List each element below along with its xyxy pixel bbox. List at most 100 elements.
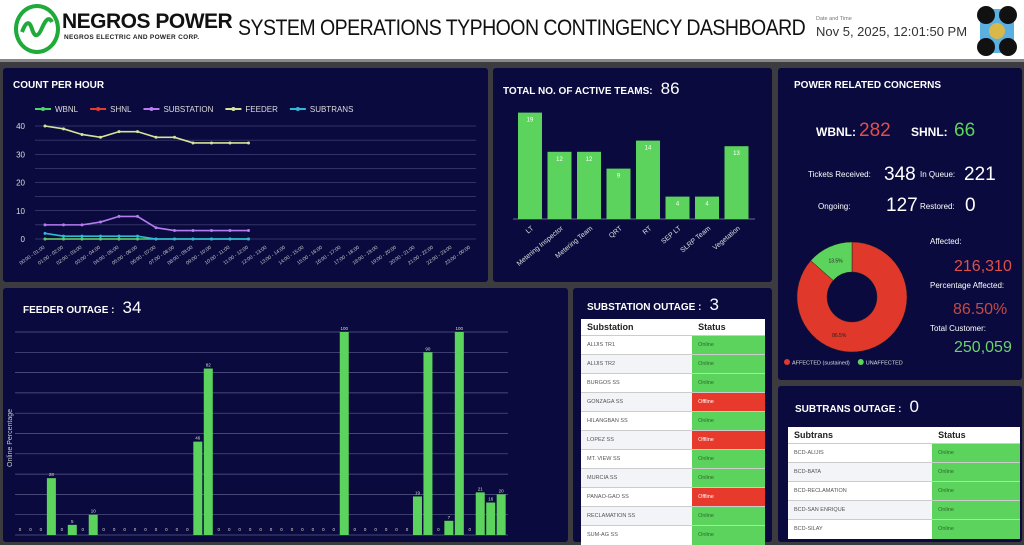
data-point — [247, 237, 250, 241]
subtrans-name: BCD-ALIJIS — [788, 443, 933, 463]
data-point — [43, 223, 47, 227]
bar-value-label: 0 — [291, 527, 294, 532]
bar-value-label: 0 — [40, 527, 43, 532]
table-row: BURGOS SS Online — [581, 373, 765, 393]
legend-label: SUBSTATION — [163, 105, 213, 114]
table-row: BCD-RECLAMATION Online — [788, 481, 1020, 501]
data-point — [136, 214, 139, 218]
shnl-label: SHNL: — [911, 125, 948, 139]
bar-value-label: 0 — [155, 527, 158, 532]
legend-label: UNAFFECTED — [866, 361, 903, 367]
bar-value-label: 0 — [61, 527, 64, 532]
legend-label: FEEDER — [245, 105, 278, 114]
substation-name: BURGOS SS — [581, 373, 693, 393]
table-row: BCD-SAN ENRIQUE Online — [788, 500, 1020, 520]
bar-value-label: 19 — [415, 490, 421, 495]
x-tick-label: SEP LT — [660, 225, 683, 246]
data-point — [154, 226, 158, 230]
panel-title: SUBSTATION OUTAGE : — [587, 302, 702, 313]
ongoing-label: Ongoing: — [818, 202, 851, 211]
panel-title: SUBTRANS OUTAGE : — [795, 404, 902, 415]
datetime-label: Date and Time — [816, 16, 852, 22]
legend-marker — [96, 107, 101, 111]
table-row: GONZAGA SS Offline — [581, 392, 765, 412]
status-badge: Online — [692, 354, 765, 374]
bar-value-label: 0 — [353, 527, 356, 532]
table-row: HILANGBAN SS Online — [581, 411, 765, 431]
bar-value-label: 0 — [280, 527, 283, 532]
bar-value-label: 21 — [478, 486, 484, 491]
substation-name: MURCIA SS — [581, 468, 693, 488]
substation-table: Substation Status ALIJIS TR1 Online ALIJIS T… — [581, 319, 765, 545]
subtrans-name: BCD-RECLAMATION — [788, 481, 933, 501]
subtrans-name: BCD-SILAY — [788, 519, 933, 539]
bar-value-label: 0 — [29, 527, 32, 532]
status-badge: Online — [692, 468, 765, 488]
wbnl-label: WBNL: — [816, 125, 856, 139]
bar-value-label: 0 — [165, 527, 168, 532]
data-point — [117, 130, 121, 134]
bar-slrp-team — [695, 196, 719, 219]
data-point — [247, 141, 250, 145]
column-header-status: Status — [938, 430, 966, 440]
data-point — [117, 234, 121, 238]
subtrans-name: BCD-SAN ENRIQUE — [788, 500, 933, 520]
data-point — [210, 237, 213, 241]
column-header-status: Status — [698, 322, 726, 332]
status-badge: Online — [932, 500, 1020, 520]
queue-value: 221 — [964, 164, 996, 185]
legend-label: SHNL — [110, 105, 132, 114]
bar-value-label: 82 — [206, 363, 212, 368]
x-tick-label: Vegetation — [712, 225, 742, 252]
data-point — [80, 234, 84, 238]
datetime: Nov 5, 2025, 12:01:50 PM — [816, 24, 968, 39]
status-badge: Online — [692, 525, 765, 545]
table-row: LOPEZ SS Offline — [581, 430, 765, 450]
table-row: BCD-SILAY Online — [788, 519, 1020, 539]
status-badge: Online — [692, 449, 765, 469]
restored-value: 0 — [965, 195, 976, 216]
data-point — [228, 141, 232, 145]
table-row: BCD-BATA Online — [788, 462, 1020, 482]
bar-metering-inspector — [547, 151, 572, 219]
panel-title: TOTAL NO. OF ACTIVE TEAMS: — [503, 86, 653, 97]
donut-slice-affected — [796, 241, 908, 353]
legend-marker — [149, 107, 154, 111]
subtrans-outage-panel: SUBTRANS OUTAGE : 0 Subtrans Status BCD-ALI… — [778, 386, 1022, 542]
tickets-value: 348 — [884, 164, 916, 185]
series-line-subtrans — [44, 232, 249, 240]
donut-data-label: 86.5% — [832, 333, 847, 339]
bar-value-label: 10 — [91, 509, 97, 514]
table-row: MURCIA SS Online — [581, 468, 765, 488]
x-tick-label: QRT — [608, 225, 624, 240]
data-point — [80, 223, 84, 227]
legend-marker — [295, 107, 300, 111]
data-point — [154, 237, 158, 241]
pct-affected-label: Percentage Affected: — [930, 281, 1005, 290]
data-point — [210, 229, 213, 233]
x-tick-label: Metering Inspector — [516, 225, 565, 268]
bar-value-label: 16 — [488, 497, 494, 502]
feeder-bar — [486, 502, 496, 535]
substation-name: PANAO-GAO SS — [581, 487, 693, 507]
x-tick-label: SLRP Team — [679, 225, 712, 254]
bar-value-label: 0 — [176, 527, 179, 532]
substation-name: RECLAMATION SS — [581, 506, 693, 526]
donut-slice-unaffected — [810, 241, 853, 281]
bar-value-label: 0 — [249, 527, 252, 532]
legend-label: WBNL — [55, 105, 79, 114]
bar-value-label: 0 — [102, 527, 105, 532]
bar-value-label: 0 — [259, 527, 262, 532]
active-teams-panel: TOTAL NO. OF ACTIVE TEAMS: 86 19 LT 12 Meter… — [493, 68, 772, 282]
data-point — [191, 229, 195, 233]
bar-value-label: 19 — [527, 118, 534, 124]
bar-value-label: 100 — [456, 326, 464, 331]
bar-value-label: 0 — [437, 527, 440, 532]
feeder-bar — [496, 494, 506, 535]
legend-marker — [784, 359, 790, 365]
restored-label: Restored: — [920, 202, 955, 211]
bar-value-label: 4 — [676, 202, 680, 208]
count-per-hour-panel: COUNT PER HOUR 0 10 20 30 40 00:00 - 01:00 01:… — [3, 68, 488, 282]
